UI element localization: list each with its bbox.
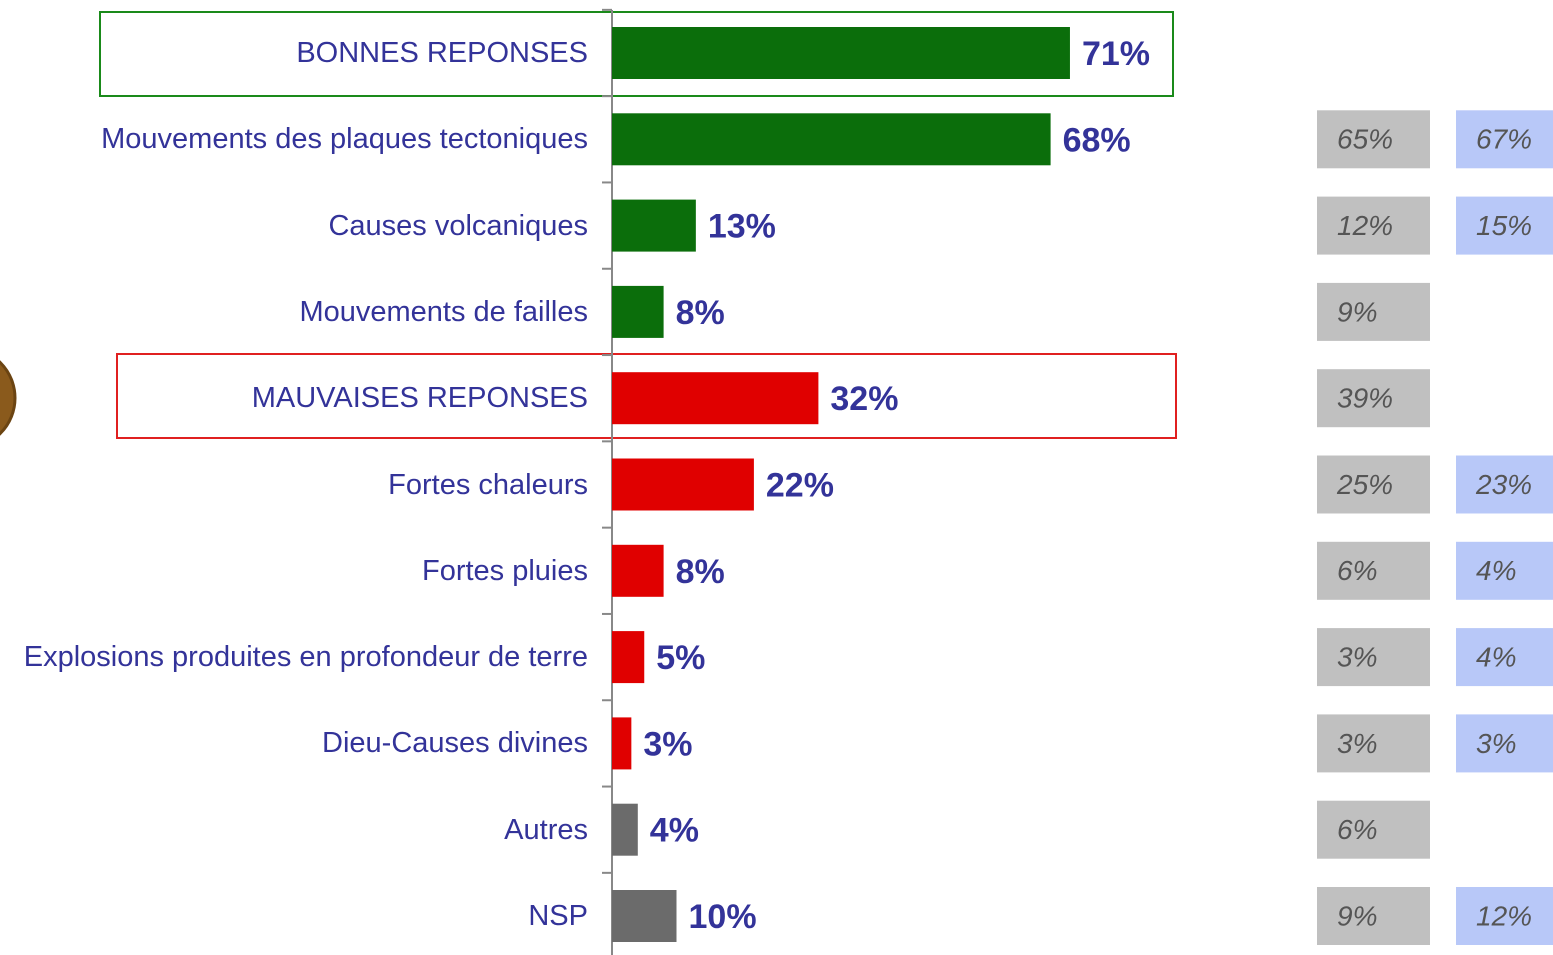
bar [612,200,696,252]
bar [612,717,631,769]
comparison-label: 67% [1476,124,1532,155]
category-label: NSP [0,896,588,936]
comparison-label: 25% [1336,469,1393,500]
bar [612,27,1070,79]
page: 71% 68% 13% 8% 32% 22% 8% 5% 3% 4% 10% 65% 12% 9% 39% 2… [0,0,1553,955]
value-label: 10% [689,898,757,936]
value-label: 22% [766,466,834,504]
comparison-label: 6% [1337,814,1377,845]
bar [612,545,664,597]
comparison-label: 4% [1476,555,1516,586]
value-label: 68% [1063,121,1131,159]
comparison-label: 9% [1337,296,1377,327]
comparison-label: 9% [1337,900,1377,931]
comparison-label: 3% [1476,728,1516,759]
value-label: 3% [643,725,692,763]
value-label: 4% [650,812,699,850]
comparison-label: 65% [1337,124,1393,155]
category-label: MAUVAISES REPONSES [0,378,588,418]
value-label: 71% [1082,35,1150,73]
bar [612,459,754,511]
comparison-label: 6% [1337,555,1377,586]
comparison-label: 3% [1337,641,1377,672]
value-label: 5% [656,639,705,677]
comparison-label: 23% [1475,469,1532,500]
category-label: Fortes pluies [0,551,588,591]
comparison-label: 12% [1476,900,1532,931]
comparison-label: 12% [1337,210,1393,241]
bar [612,631,644,683]
category-label: BONNES REPONSES [0,33,588,73]
category-label: Mouvements de failles [0,292,588,332]
category-label: Causes volcaniques [0,206,588,246]
bar [612,890,677,942]
bar [612,113,1051,165]
category-label: Dieu-Causes divines [0,723,588,763]
category-label: Mouvements des plaques tectoniques [0,119,588,159]
value-label: 8% [676,553,725,591]
comparison-label: 3% [1337,728,1377,759]
bar [612,286,664,338]
comparison-label: 15% [1476,210,1532,241]
category-label: Fortes chaleurs [0,465,588,505]
comparison-label: 4% [1476,641,1516,672]
value-label: 32% [830,380,898,418]
category-label: Autres [0,810,588,850]
bar [612,804,638,856]
category-label: Explosions produites en profondeur de te… [0,637,588,677]
value-label: 13% [708,208,776,246]
comparison-label: 39% [1337,383,1393,414]
bar [612,372,818,424]
value-label: 8% [676,294,725,332]
